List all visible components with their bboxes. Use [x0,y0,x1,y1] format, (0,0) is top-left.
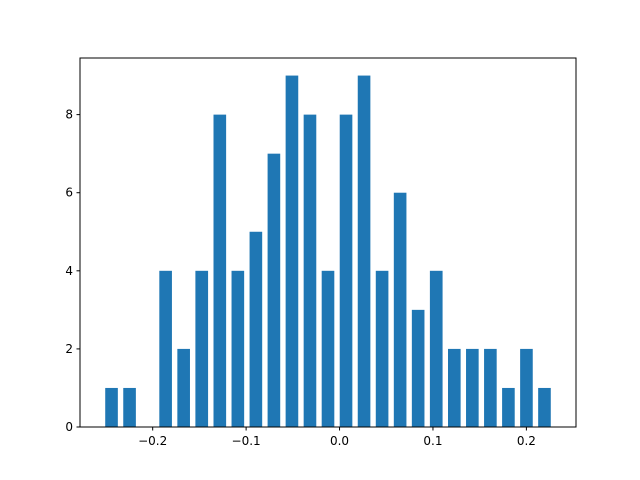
bar [466,348,479,427]
bar [502,387,515,427]
bar [411,309,425,427]
x-tick-label: −0.1 [232,434,261,448]
bar [520,348,533,427]
bar [484,348,497,427]
bar [321,270,335,427]
bar [213,114,227,427]
y-tick-label: 6 [65,186,73,200]
y-tick-label: 4 [65,264,73,278]
bar [303,114,317,427]
y-tick-label: 2 [65,342,73,356]
bar [393,192,407,427]
x-tick-label: 0.1 [423,434,442,448]
bar [231,270,245,427]
bar [267,153,281,427]
bar [448,348,461,427]
bar [538,387,551,427]
bar [429,270,443,427]
x-tick-label: 0.0 [330,434,349,448]
bar [375,270,389,427]
bar [285,75,299,428]
bar [177,348,190,427]
bar [105,387,118,427]
x-tick-label: 0.2 [517,434,536,448]
y-tick-label: 0 [65,420,73,434]
axes-frame [79,57,577,428]
x-tick-label: −0.2 [138,434,167,448]
bar [249,231,263,427]
bar [195,270,209,427]
y-tick-label: 8 [65,108,73,122]
bar [123,387,136,427]
bar [357,75,371,428]
bar [159,270,172,427]
bar [339,114,353,427]
